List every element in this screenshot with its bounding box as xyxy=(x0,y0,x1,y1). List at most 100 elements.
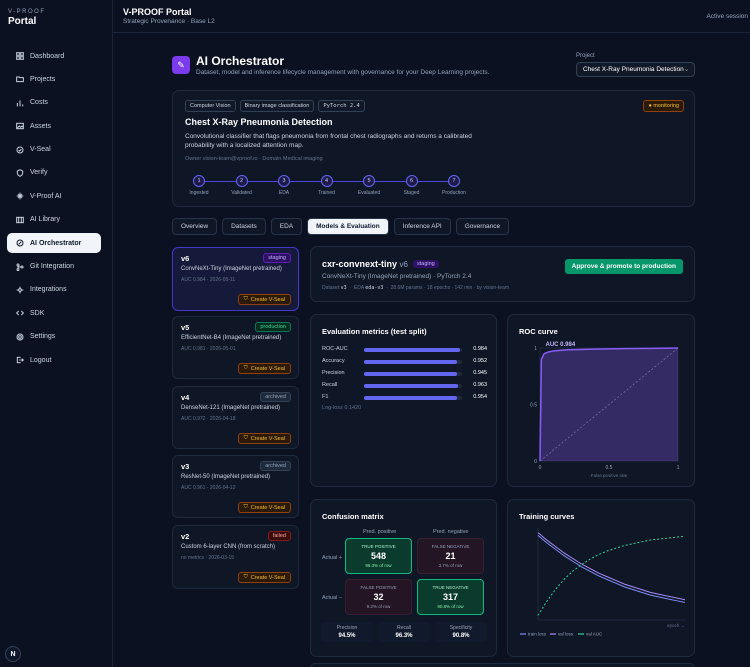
seal-icon: ⛉ xyxy=(243,574,248,580)
chevron-down-icon: ⌄ xyxy=(683,67,689,73)
metric-label: Recall xyxy=(322,382,338,388)
sidebar-item-label: Verify xyxy=(30,169,48,177)
metric-label: F1 xyxy=(322,394,329,400)
sidebar-item-logout[interactable]: Logout xyxy=(7,350,101,370)
train-series-val-AUC xyxy=(537,535,686,616)
sparkle-icon xyxy=(15,192,24,201)
create-vseal-button[interactable]: ⛉ Create V-Seal xyxy=(237,572,291,583)
sidebar-item-v-seal[interactable]: V-Seal xyxy=(7,140,101,160)
gear-icon xyxy=(15,332,24,341)
sidebar-item-label: Integrations xyxy=(30,286,67,294)
project-select[interactable]: Chest X-Ray Pneumonia Detection ⌄ xyxy=(576,62,695,77)
version-card-v5[interactable]: v5 production EfficientNet-B4 (ImageNet pr… xyxy=(172,316,299,379)
sidebar-item-git-integration[interactable]: Git Integration xyxy=(7,257,101,277)
sidebar-item-dashboard[interactable]: Dashboard xyxy=(7,46,101,66)
stat-specificity: Specificity 90.8% xyxy=(435,622,487,642)
version-card-v3[interactable]: v3 archived ResNet-50 (ImageNet pretrained… xyxy=(172,455,299,518)
version-card-v6[interactable]: v6 staging ConvNeXt-Tiny (ImageNet pretrai… xyxy=(172,247,299,311)
metric-value: 0.963 xyxy=(473,382,487,388)
version-model: EfficientNet-B4 (ImageNet pretrained) xyxy=(181,335,282,341)
legend-label: train loss xyxy=(528,632,547,637)
create-vseal-button[interactable]: ⛉ Create V-Seal xyxy=(237,363,291,374)
step-label: Ingested xyxy=(189,190,209,196)
create-vseal-label: Create V-Seal xyxy=(250,296,285,303)
avatar[interactable]: N xyxy=(5,646,21,662)
brand-name: Portal xyxy=(8,16,37,27)
create-vseal-button[interactable]: ⛉ Create V-Seal xyxy=(237,502,291,513)
model-meta: Dataset v3 · EDA eda-v3 · 28.6M params ·… xyxy=(322,285,509,291)
legend-label: val loss xyxy=(558,632,574,637)
create-vseal-button[interactable]: ⛉ Create V-Seal xyxy=(237,294,291,305)
metrics-title: Evaluation metrics (test split) xyxy=(322,327,427,336)
version-meta: AUC 0.981 · 2026-05-01 xyxy=(181,346,236,352)
sidebar-item-assets[interactable]: Assets xyxy=(7,116,101,136)
sidebar-item-ai-orchestrator[interactable]: AI Orchestrator xyxy=(7,233,101,254)
image-icon xyxy=(15,122,24,131)
step-number: 1 xyxy=(193,175,205,187)
training-chart: epoch → train loss val loss val AUC xyxy=(520,528,686,637)
tab-overview[interactable]: Overview xyxy=(172,218,218,235)
cell-value: 317 xyxy=(442,592,459,602)
version-card-v4[interactable]: v4 archived DenseNet-121 (ImageNet pretrai… xyxy=(172,386,299,449)
roc-x-label: False positive rate xyxy=(591,473,628,478)
metric-label: ROC-AUC xyxy=(322,346,348,352)
tab-inference-api[interactable]: Inference API xyxy=(393,218,451,235)
roc-area xyxy=(540,348,678,461)
roc-y-tick: 0 xyxy=(534,459,537,465)
tab-datasets[interactable]: Datasets xyxy=(222,218,266,235)
version-meta: AUC 0.972 · 2026-04-18 xyxy=(181,416,236,422)
create-vseal-label: Create V-Seal xyxy=(250,504,285,511)
roc-x-tick: 0.5 xyxy=(606,465,613,471)
version-model: ResNet-50 (ImageNet pretrained) xyxy=(181,474,271,480)
sidebar-item-settings[interactable]: Settings xyxy=(7,327,101,347)
version-name: v4 xyxy=(181,393,190,402)
sidebar-item-label: Logout xyxy=(30,356,52,364)
page-subtitle: Dataset, model and inference lifecycle m… xyxy=(196,69,490,76)
version-card-v2[interactable]: v2 failed Custom 6-layer CNN (from scratch… xyxy=(172,525,299,589)
seal-icon: ⛉ xyxy=(243,504,248,510)
version-name: v6 xyxy=(181,254,190,263)
sidebar: V-PROOF Portal Dashboard Projects Costs Ass… xyxy=(0,0,113,667)
step-connector xyxy=(417,181,448,182)
step-connector xyxy=(290,181,321,182)
sidebar-item-label: V-Seal xyxy=(30,146,51,154)
metric-bar-track xyxy=(364,360,462,364)
train-series-val-loss xyxy=(537,532,686,601)
seal-icon: ⛉ xyxy=(243,365,248,371)
tab-models-evaluation[interactable]: Models & Evaluation xyxy=(307,218,389,235)
sidebar-item-projects[interactable]: Projects xyxy=(7,69,101,89)
create-vseal-button[interactable]: ⛉ Create V-Seal xyxy=(237,433,291,444)
step-label: Trained xyxy=(318,190,335,196)
metric-value: 0.954 xyxy=(473,394,487,400)
roc-title: ROC curve xyxy=(519,327,558,336)
confusion-cell-true-negative: TRUE NEGATIVE 317 90.8% of row xyxy=(417,579,484,615)
metric-bar-fill xyxy=(364,348,461,352)
roc-line xyxy=(539,347,679,462)
sidebar-item-label: V-Proof AI xyxy=(30,192,62,200)
tab-governance[interactable]: Governance xyxy=(455,218,510,235)
sidebar-item-integrations[interactable]: Integrations xyxy=(7,280,101,300)
metric-bar-fill xyxy=(364,396,458,400)
sidebar-item-sdk[interactable]: SDK xyxy=(7,303,101,323)
brand: V-PROOF Portal xyxy=(8,9,46,27)
sidebar-item-v-proof-ai[interactable]: V-Proof AI xyxy=(7,186,101,206)
tab-eda[interactable]: EDA xyxy=(270,218,303,235)
sidebar-item-ai-library[interactable]: AI Library xyxy=(7,210,101,230)
model-name: cxr-convnext-tiny xyxy=(322,259,398,269)
roc-diagonal xyxy=(539,347,679,462)
confusion-matrix-card: Confusion matrix Pred. positive Pred. ne… xyxy=(310,499,497,657)
sidebar-item-label: AI Library xyxy=(30,216,60,224)
session-status: Active session xyxy=(706,13,748,20)
metric-row: Accuracy 0.952 xyxy=(322,358,487,367)
step-label: Staged xyxy=(403,190,420,196)
sidebar-item-label: Assets xyxy=(30,122,52,130)
topbar-subtitle: Strategic Provenance · Base L2 xyxy=(123,18,215,25)
model-detail-card: cxr-convnext-tiny v6 staging ConvNeXt-Ti… xyxy=(310,246,695,302)
lifecycle-stepper: 1 Ingested 2 Validated 3 EDA 4 Trained 5 Evaluate… xyxy=(184,175,474,203)
topbar: V-PROOF Portal Strategic Provenance · Ba… xyxy=(113,0,750,33)
sidebar-item-costs[interactable]: Costs xyxy=(7,93,101,113)
stat-precision: Precision 94.5% xyxy=(321,622,373,642)
sidebar-item-verify[interactable]: Verify xyxy=(7,163,101,183)
step-number: 4 xyxy=(320,175,333,187)
approve-promote-button[interactable]: Approve & promote to production xyxy=(564,259,683,274)
